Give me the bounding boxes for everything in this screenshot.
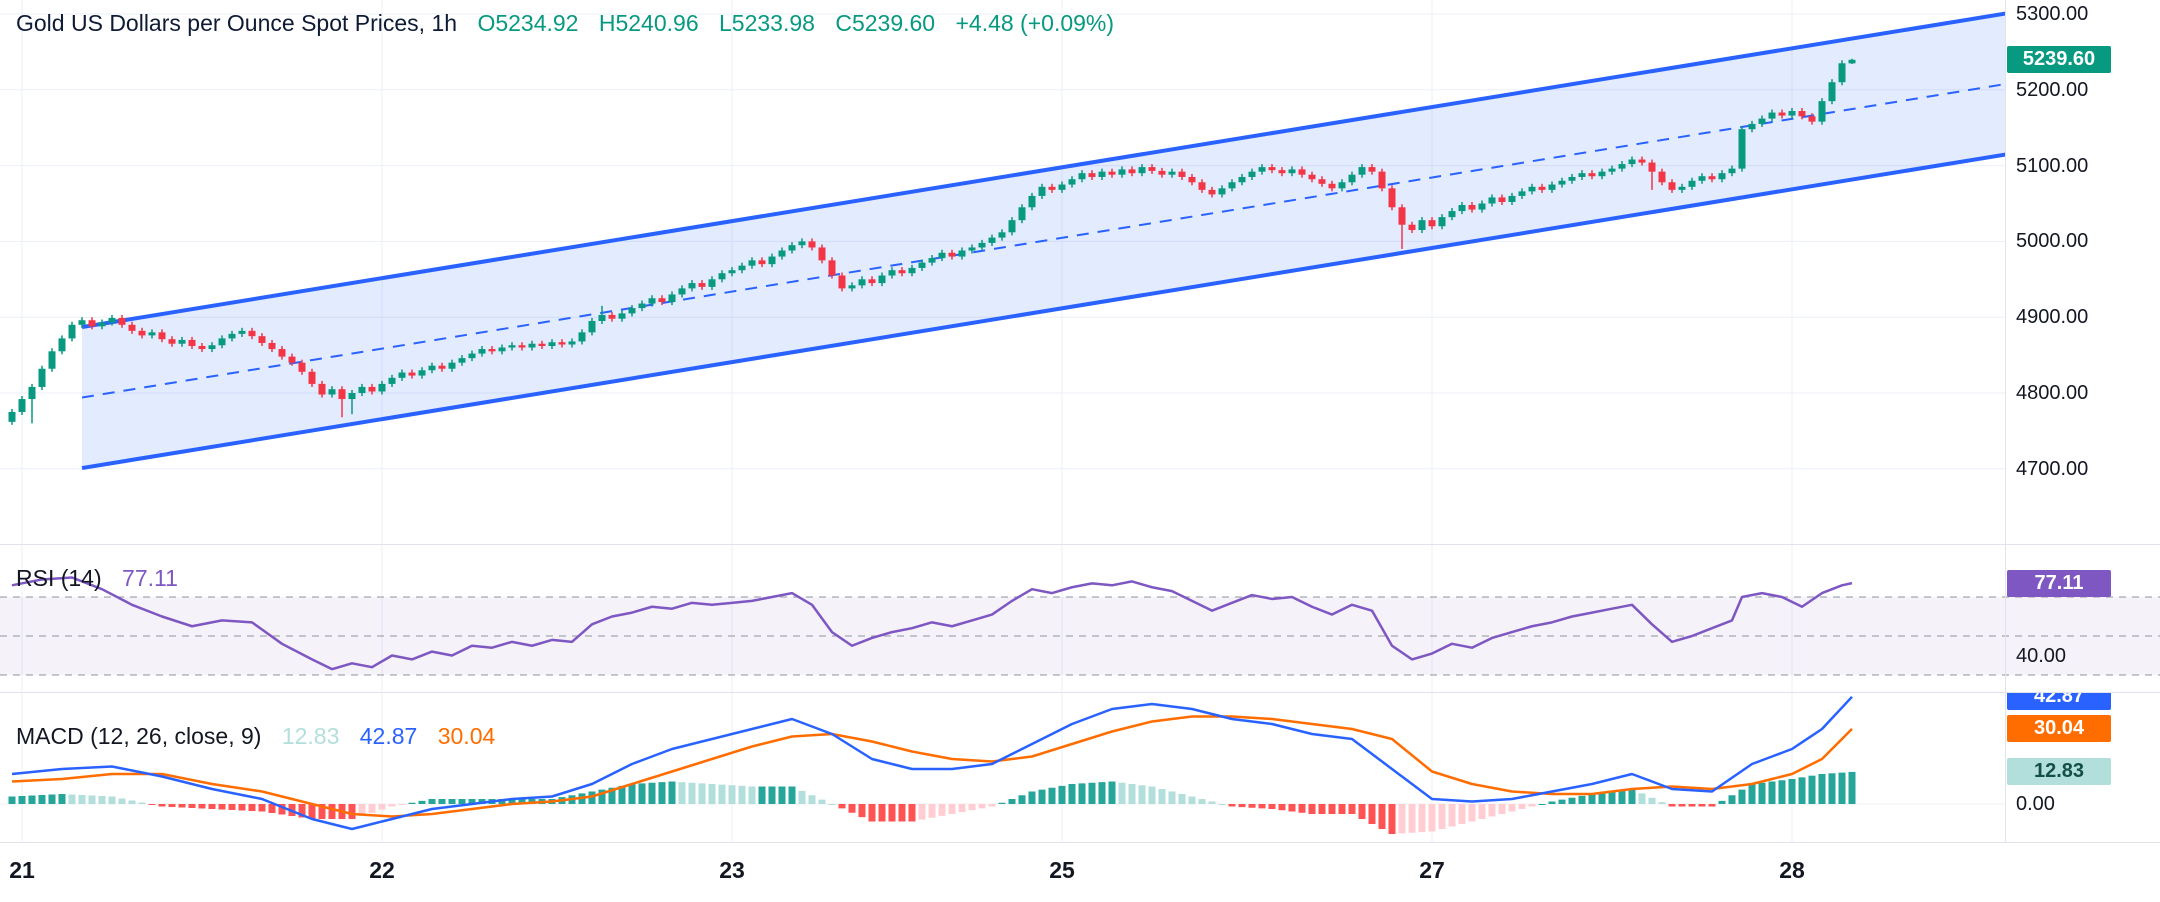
time-axis-label: 23 <box>719 857 745 883</box>
time-axis-label: 28 <box>1779 857 1805 883</box>
price-scale-label: 4900.00 <box>2016 306 2089 329</box>
ohlc-close: C5239.60 <box>835 10 936 36</box>
rsi-value-badge: 77.11 <box>2007 569 2111 597</box>
chart-legend: Gold US Dollars per Ounce Spot Prices, 1… <box>16 10 1114 37</box>
time-axis-label: 27 <box>1419 857 1445 883</box>
macd-hist-value: 12.83 <box>281 723 340 749</box>
time-axis-label: 25 <box>1049 857 1075 883</box>
ohlc-low: L5233.98 <box>719 10 815 36</box>
rsi-legend: RSI (14) 77.11 <box>16 565 178 592</box>
ohlc-high: H5240.96 <box>598 10 699 36</box>
macd-signal-badge: 30.04 <box>2007 715 2111 743</box>
symbol-title: Gold US Dollars per Ounce Spot Prices, 1… <box>16 10 458 36</box>
macd-line-badge: 42.87 <box>2007 693 2111 711</box>
price-scale-label: 5200.00 <box>2016 78 2089 101</box>
price-scale-label: 4800.00 <box>2016 382 2089 404</box>
rsi-value: 77.11 <box>122 565 178 591</box>
macd-line-value: 42.87 <box>359 723 418 749</box>
macd-label: MACD (12, 26, close, 9) <box>16 723 262 749</box>
price-scale-label: 5000.00 <box>2016 230 2089 253</box>
main-price-pane: Gold US Dollars per Ounce Spot Prices, 1… <box>0 0 2160 544</box>
last-price-badge: 5239.60 <box>2007 46 2111 74</box>
macd-pane: MACD (12, 26, close, 9) 12.83 42.87 30.0… <box>0 692 2160 843</box>
time-axis[interactable]: 21 22 23 25 27 28 <box>0 842 2160 902</box>
ohlc-open: O5234.92 <box>477 10 579 36</box>
time-axis-label: 22 <box>369 857 395 883</box>
price-scale-label: 4700.00 <box>2016 457 2089 480</box>
time-axis-label: 21 <box>9 857 35 883</box>
macd-legend: MACD (12, 26, close, 9) 12.83 42.87 30.0… <box>16 723 495 750</box>
macd-hist-badge: 12.83 <box>2007 758 2111 786</box>
macd-zero-label: 0.00 <box>2016 793 2055 815</box>
macd-canvas[interactable] <box>0 693 2160 843</box>
price-scale-label: 5100.00 <box>2016 154 2089 177</box>
rsi-label: RSI (14) <box>16 565 102 591</box>
rsi-canvas[interactable] <box>0 545 2160 693</box>
rsi-pane: RSI (14) 77.11 40.00 77.11 <box>0 544 2160 693</box>
price-scale-label: 5300.00 <box>2016 3 2089 25</box>
macd-signal-value: 30.04 <box>437 723 496 749</box>
main-chart-canvas[interactable] <box>0 0 2160 544</box>
rsi-axis-label: 40.00 <box>2016 644 2067 667</box>
price-change: +4.48 (+0.09%) <box>955 10 1115 36</box>
